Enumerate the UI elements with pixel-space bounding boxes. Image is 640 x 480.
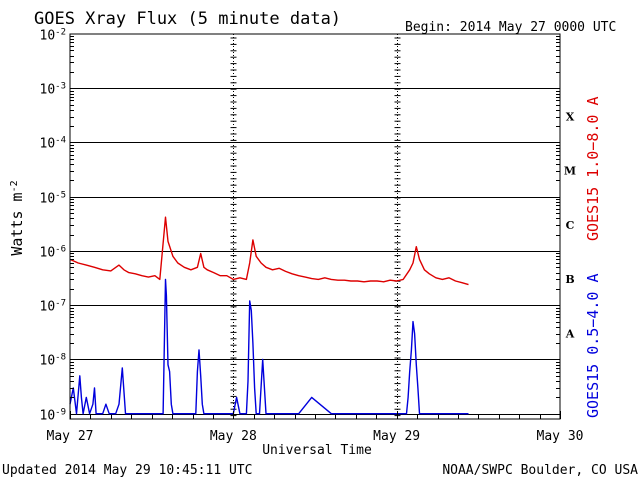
- y-tick-label: 10-9: [40, 408, 67, 424]
- flare-class-label: X: [566, 110, 575, 123]
- y-axis-label-exp: -2: [9, 180, 20, 192]
- y-tick-label: 10-3: [40, 82, 67, 98]
- y-axis-label: Watts m-2: [8, 180, 26, 255]
- footer-credit: NOAA/SWPC Boulder, CO USA: [442, 463, 638, 478]
- y-tick-label: 10-8: [40, 353, 67, 369]
- begin-label: Begin: 2014 May 27 0000 UTC: [405, 20, 616, 35]
- x-tick-label: May 29: [373, 429, 420, 444]
- chart-title: GOES Xray Flux (5 minute data): [34, 9, 341, 29]
- y-tick-label: 10-7: [40, 299, 67, 315]
- footer-updated: Updated 2014 May 29 10:45:11 UTC: [2, 463, 252, 478]
- y-axis-label-base: Watts m: [8, 192, 26, 255]
- axes: 10-2 10-3 10-4 10-5 10-6 10-7 10-8 10-9 May 27 Ma…: [40, 28, 584, 445]
- y-tick-label: 10-4: [40, 136, 67, 152]
- x-tick-label: May 28: [210, 429, 257, 444]
- x-tick-label: May 27: [47, 429, 94, 444]
- legend-series-2: GOES15 0.5−4.0 A: [584, 274, 602, 419]
- y-tick-label: 10-6: [40, 245, 67, 261]
- y-tick-label: 10-5: [40, 191, 67, 207]
- plot-frame: [69, 33, 561, 420]
- series-line-2: [69, 278, 469, 415]
- x-axis-label: Universal Time: [262, 443, 372, 458]
- legend-series-1: GOES15 1.0−8.0 A: [584, 97, 602, 242]
- grid-lines: [70, 34, 560, 419]
- flare-class-label: A: [565, 327, 575, 340]
- flare-class-label: M: [564, 165, 576, 178]
- series-layer: [69, 216, 469, 415]
- series-line-1: [69, 216, 469, 286]
- x-tick-label: May 30: [537, 429, 584, 444]
- y-tick-label: 10-2: [40, 28, 67, 44]
- flare-class-label: B: [565, 273, 574, 286]
- flare-class-label: C: [566, 219, 575, 232]
